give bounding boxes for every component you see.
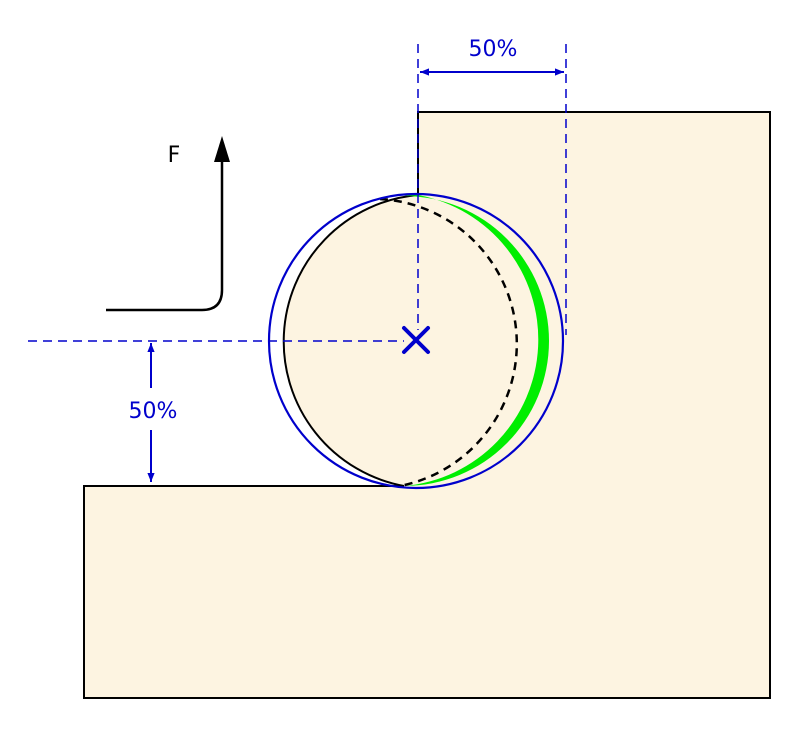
horizontal-dimension-label: 50% <box>469 37 518 62</box>
feed-direction-arrow <box>106 158 224 312</box>
feed-arrow-head-icon <box>214 136 230 162</box>
force-label: F <box>168 143 181 168</box>
center-mark-icon <box>402 326 430 354</box>
previous-pass-arc <box>379 197 519 488</box>
vertical-dimension-label: 50% <box>129 399 178 424</box>
workpiece <box>83 111 771 699</box>
